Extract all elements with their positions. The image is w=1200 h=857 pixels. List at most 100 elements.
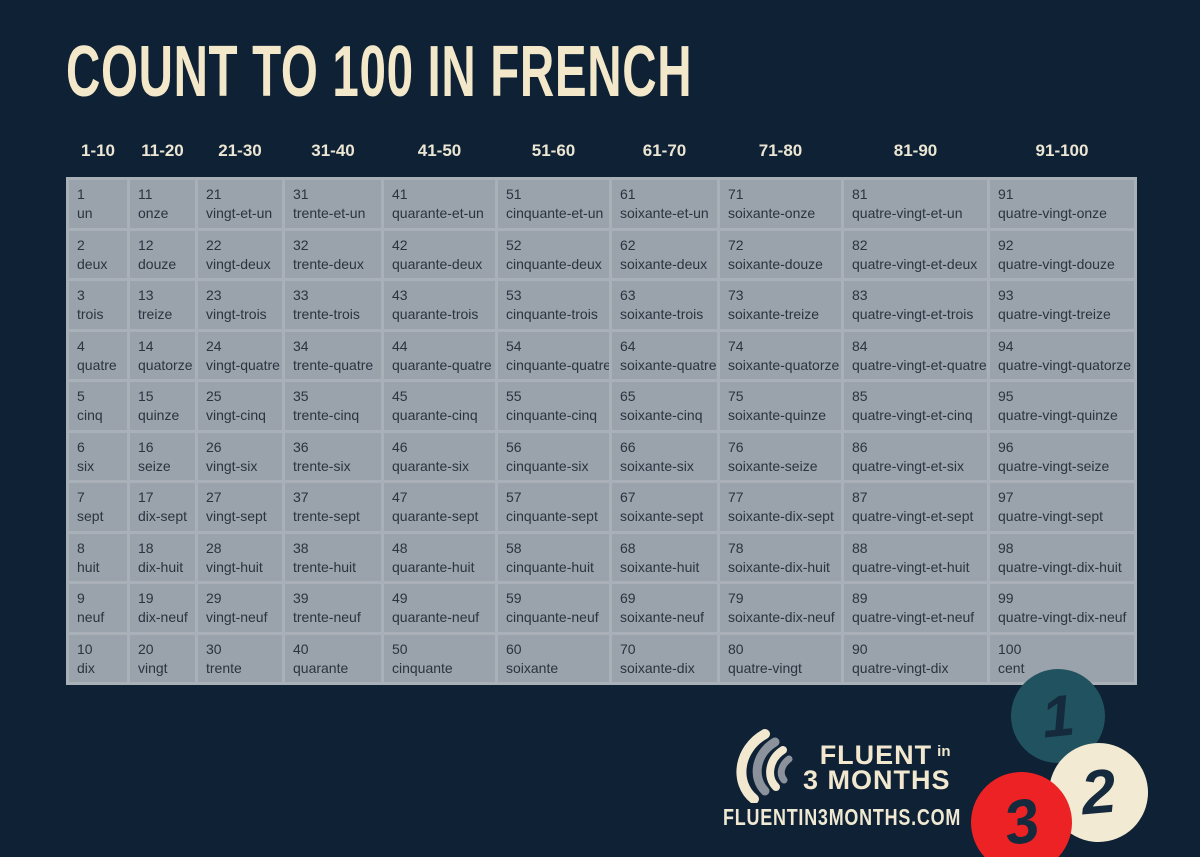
logo-text-fluent: FLUENT <box>819 740 933 770</box>
table-cell: 19 dix-neuf <box>130 584 195 632</box>
cell-french-word: trente-neuf <box>293 609 361 625</box>
cell-french-word: dix-huit <box>138 558 184 575</box>
cell-number: 74 <box>728 337 744 354</box>
cell-number: 63 <box>620 287 636 303</box>
cell-french-word: soixante-douze <box>728 255 823 272</box>
table-cell: 23 vingt-trois <box>198 281 282 329</box>
table-cell: 42 quarante-deux <box>384 230 495 278</box>
table-cell: 98 quatre-vingt-dix-huit <box>990 533 1134 581</box>
column-header: 41-50 <box>417 141 462 160</box>
cell-number: 83 <box>852 287 868 303</box>
cell-number: 96 <box>998 438 1014 455</box>
table-cell: 62 soixante-deux <box>612 230 717 278</box>
cell-french-word: vingt-trois <box>206 306 267 322</box>
cell-french-word: soixante-treize <box>728 306 820 322</box>
table-cell: 89 quatre-vingt-et-neuf <box>844 584 987 632</box>
table-cell: 93 quatre-vingt-treize <box>990 281 1134 329</box>
cell-number: 97 <box>998 489 1014 505</box>
cell-number: 11 <box>138 186 153 202</box>
table-cell: 27 vingt-sept <box>198 483 282 531</box>
cell-number: 42 <box>392 236 408 253</box>
cell-french-word: vingt-deux <box>206 255 271 272</box>
cell-french-word: quatorze <box>138 356 193 373</box>
cell-french-word: six <box>77 457 95 474</box>
table-cell: 75 soixante-quinze <box>720 382 841 430</box>
cell-number: 71 <box>728 186 744 202</box>
cell-french-word: soixante-onze <box>728 205 816 221</box>
table-cell: 41 quarante-et-un <box>384 180 495 228</box>
table-cell: 70 soixante-dix <box>612 634 717 682</box>
cell-french-word: quatre-vingt-et-huit <box>852 558 970 575</box>
cell-number: 76 <box>728 438 744 455</box>
cell-french-word: soixante <box>506 659 559 676</box>
cell-french-word: soixante-sept <box>620 508 704 524</box>
cell-french-word: sept <box>77 508 104 524</box>
table-cell: 79 soixante-dix-neuf <box>720 584 841 632</box>
table-cell: 96 quatre-vingt-seize <box>990 432 1134 480</box>
cell-french-word: soixante-six <box>620 457 694 474</box>
cell-number: 22 <box>206 236 222 253</box>
cell-number: 21 <box>206 186 222 202</box>
table-cell: 3 trois <box>69 281 127 329</box>
cell-number: 16 <box>138 438 154 455</box>
table-cell: 33 trente-trois <box>285 281 381 329</box>
cell-french-word: trente <box>206 659 242 676</box>
cell-french-word: soixante-deux <box>620 255 708 272</box>
cell-number: 29 <box>206 590 222 606</box>
cell-french-word: quinze <box>138 407 180 423</box>
cell-number: 69 <box>620 590 636 606</box>
cell-number: 94 <box>998 337 1014 354</box>
cell-french-word: cinquante-deux <box>506 255 602 272</box>
table-cell: 2 deux <box>69 230 127 278</box>
cell-number: 14 <box>138 337 154 354</box>
table-cell: 61 soixante-et-un <box>612 180 717 228</box>
table-cell: 84 quatre-vingt-et-quatre <box>844 331 987 379</box>
table-cell: 82 quatre-vingt-et-deux <box>844 230 987 278</box>
cell-number: 33 <box>293 287 309 303</box>
table-cell: 81 quatre-vingt-et-un <box>844 180 987 228</box>
logo-text-3months: 3 MONTHS <box>803 765 951 795</box>
table-cell: 13 treize <box>130 281 195 329</box>
cell-number: 18 <box>138 539 154 556</box>
table-cell: 47 quarante-sept <box>384 483 495 531</box>
cell-french-word: soixante-dix <box>620 659 695 676</box>
cell-number: 68 <box>620 539 636 556</box>
cell-french-word: cent <box>998 659 1025 676</box>
cell-french-word: soixante-quinze <box>728 407 827 423</box>
table-cell: 50 cinquante <box>384 634 495 682</box>
table-cell: 77 soixante-dix-sept <box>720 483 841 531</box>
cell-number: 73 <box>728 287 744 303</box>
cell-number: 2 <box>77 236 85 253</box>
table-cell: 34 trente-quatre <box>285 331 381 379</box>
logo-text-in: in <box>937 743 951 760</box>
cell-number: 82 <box>852 236 868 253</box>
cell-french-word: quatre-vingt-treize <box>998 306 1111 322</box>
table-cell: 97 quatre-vingt-sept <box>990 483 1134 531</box>
table-cell: 8 huit <box>69 533 127 581</box>
numbers-table: 1 un 2 deux 3 trois 4 quatre 5 cinq 6 six 7 sept 8 huit… <box>66 177 1137 685</box>
cell-number: 87 <box>852 489 868 505</box>
cell-french-word: dix-neuf <box>138 609 188 625</box>
cell-number: 50 <box>392 640 408 657</box>
cell-french-word: neuf <box>77 609 105 625</box>
cell-french-word: quatre-vingt-et-deux <box>852 255 978 272</box>
logo-wordmark: FLUENT in 3 MONTHS <box>803 740 951 795</box>
cell-number: 20 <box>138 640 154 657</box>
table-cell: 92 quatre-vingt-douze <box>990 230 1134 278</box>
cell-number: 37 <box>293 489 309 505</box>
cell-number: 60 <box>506 640 522 657</box>
cell-number: 43 <box>392 287 408 303</box>
cell-number: 12 <box>138 236 154 253</box>
table-cell: 78 soixante-dix-huit <box>720 533 841 581</box>
table-cell: 37 trente-sept <box>285 483 381 531</box>
cell-french-word: trente-quatre <box>293 356 374 373</box>
cell-number: 38 <box>293 539 309 556</box>
table-cell: 22 vingt-deux <box>198 230 282 278</box>
cell-french-word: soixante-dix-neuf <box>728 609 835 625</box>
cell-number: 17 <box>138 489 154 505</box>
table-cell: 86 quatre-vingt-et-six <box>844 432 987 480</box>
cell-french-word: soixante-huit <box>620 558 700 575</box>
cell-french-word: vingt-quatre <box>206 356 280 373</box>
cell-number: 23 <box>206 287 222 303</box>
